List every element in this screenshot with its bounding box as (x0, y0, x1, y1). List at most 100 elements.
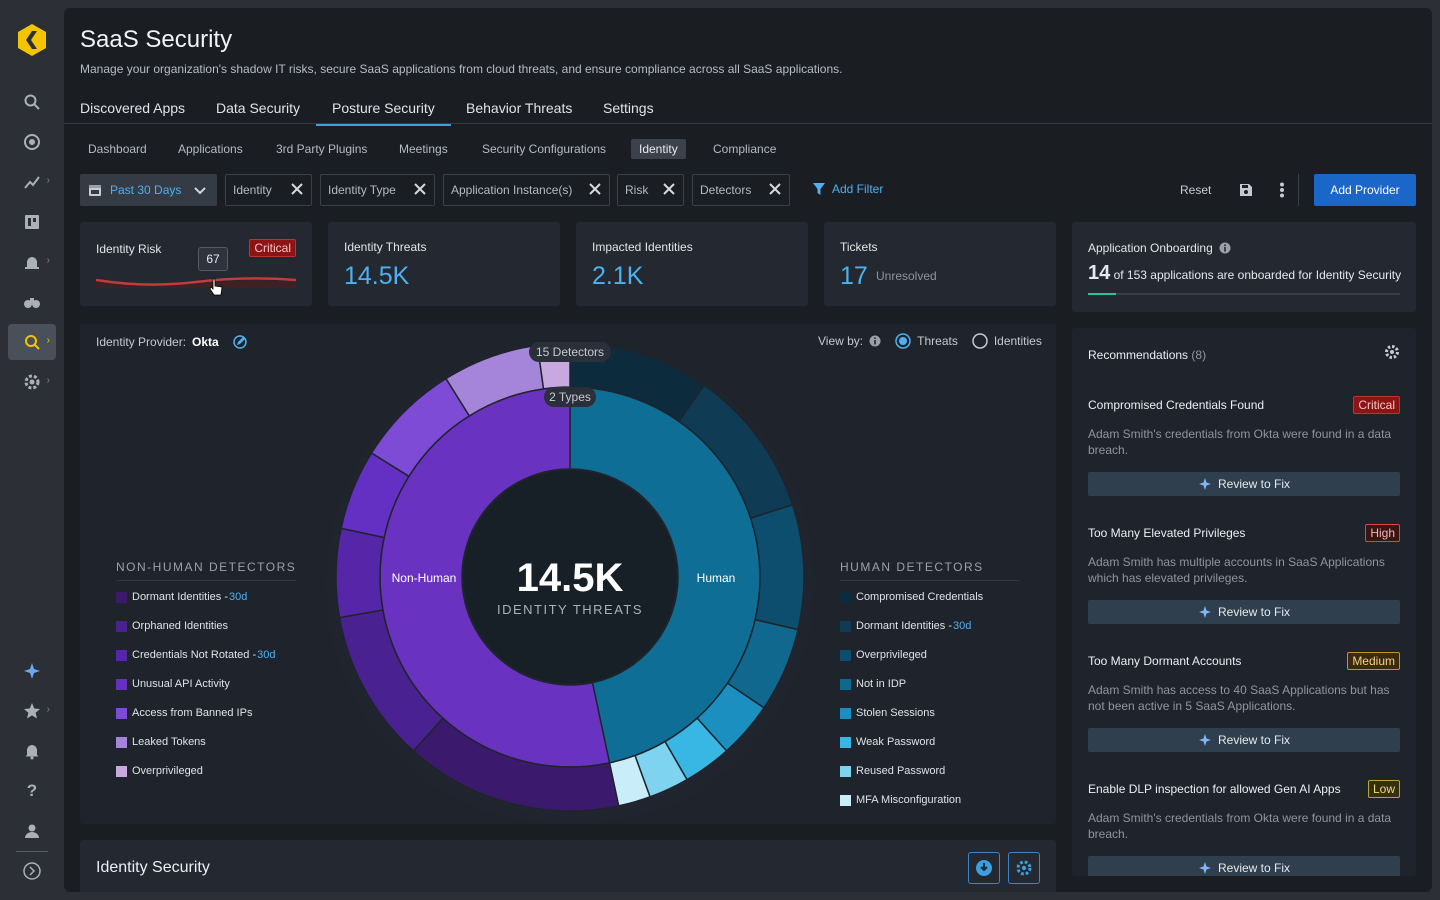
analytics-icon[interactable]: › (8, 164, 56, 200)
settings-button[interactable] (1008, 852, 1040, 884)
search-icon[interactable] (8, 84, 56, 120)
close-icon[interactable] (588, 182, 602, 196)
filter-chip-risk[interactable]: Risk (617, 174, 684, 206)
more-vertical-icon[interactable] (1279, 182, 1285, 198)
nonhuman-legend-item[interactable]: Leaked Tokens (116, 735, 206, 749)
tab-data-security[interactable]: Data Security (216, 100, 301, 116)
bell-icon[interactable] (8, 733, 56, 769)
subtab-dashboard[interactable]: Dashboard (88, 142, 147, 156)
legend-swatch (116, 707, 127, 719)
date-filter[interactable]: Past 30 Days (80, 174, 217, 206)
nonhuman-legend-item[interactable]: Unusual API Activity (116, 677, 230, 691)
onboarding-progress (1088, 293, 1400, 295)
review-to-fix-button[interactable]: Review to Fix (1088, 728, 1400, 752)
filter-chip-label: Detectors (700, 183, 752, 197)
subtab-identity[interactable]: Identity (631, 139, 686, 159)
tickets-card[interactable]: Tickets 17 Unresolved (824, 222, 1056, 306)
gear-icon[interactable]: › (8, 364, 56, 400)
donut-slice-nonhuman-detector[interactable] (335, 527, 386, 619)
radio-checked-icon (895, 333, 911, 349)
review-to-fix-button[interactable]: Review to Fix (1088, 600, 1400, 624)
outer-ring-label: 15 Detectors (536, 345, 604, 359)
info-icon[interactable] (869, 335, 881, 347)
download-button[interactable] (968, 852, 1000, 884)
subtab-applications[interactable]: Applications (178, 142, 243, 156)
filter-chip-application-instances[interactable]: Application Instance(s) (443, 174, 610, 206)
nonhuman-legend-item[interactable]: Credentials Not Rotated - 30d (116, 648, 275, 662)
filter-chip-identity[interactable]: Identity (225, 174, 312, 206)
nav-rail: › › › › › ? (0, 0, 64, 900)
tab-behavior-threats[interactable]: Behavior Threats (466, 100, 573, 116)
legend-label: Overprivileged (132, 765, 203, 777)
impacted-identities-card[interactable]: Impacted Identities 2.1K (576, 222, 808, 306)
subtab-meetings[interactable]: Meetings (399, 142, 448, 156)
donut-center-label: IDENTITY THREATS (497, 602, 643, 617)
subtab-security-configurations[interactable]: Security Configurations (482, 142, 607, 156)
filter-chip-detectors[interactable]: Detectors (692, 174, 790, 206)
human-legend-item[interactable]: Compromised Credentials (840, 590, 983, 604)
tab-settings[interactable]: Settings (603, 100, 654, 116)
sparkle-icon[interactable] (8, 653, 56, 689)
legend-divider (116, 580, 296, 581)
close-icon[interactable] (290, 182, 304, 196)
recommendation-title: Compromised Credentials Found (1088, 398, 1265, 412)
severity-badge: Low (1367, 780, 1400, 798)
nonhuman-legend-item[interactable]: Access from Banned IPs (116, 706, 252, 720)
human-legend-item[interactable]: Dormant Identities - 30d (840, 619, 971, 633)
subtab-compliance[interactable]: Compliance (713, 142, 777, 156)
binoculars-icon[interactable] (8, 284, 56, 320)
legend-swatch (840, 678, 851, 690)
legend-label: Reused Password (856, 765, 946, 777)
saas-security-icon[interactable]: › (8, 324, 56, 360)
risk-meter[interactable] (96, 272, 296, 292)
user-icon[interactable] (8, 813, 56, 849)
help-icon[interactable]: ? (26, 781, 38, 800)
gear-icon[interactable] (1384, 344, 1400, 360)
alert-icon[interactable]: › (8, 244, 56, 280)
identity-donut-chart[interactable]: 14.5K IDENTITY THREATS Non-Human Human 15 De… (318, 332, 818, 822)
legend-label: MFA Misconfiguration (856, 794, 962, 806)
info-icon[interactable] (1219, 242, 1231, 254)
review-to-fix-button[interactable]: Review to Fix (1088, 856, 1400, 876)
legend-label: Leaked Tokens (132, 736, 206, 748)
application-onboarding-card: Application Onboarding 14 of 153 applica… (1072, 222, 1416, 312)
nonhuman-legend-item[interactable]: Dormant Identities - 30d (116, 590, 247, 604)
add-filter-button[interactable]: Add Filter (812, 182, 883, 196)
subtab-3rd-party-plugins[interactable]: 3rd Party Plugins (276, 142, 368, 156)
radio-identities[interactable]: Identities (972, 333, 1042, 349)
save-icon[interactable] (1239, 183, 1253, 197)
radio-threats[interactable]: Threats (895, 333, 958, 349)
tab-posture-security[interactable]: Posture Security (316, 100, 451, 126)
human-legend-item[interactable]: Weak Password (840, 735, 935, 749)
filter-chip-identity-type[interactable]: Identity Type (320, 174, 435, 206)
add-provider-button[interactable]: Add Provider (1314, 174, 1416, 206)
identity-threats-card[interactable]: Identity Threats 14.5K (328, 222, 560, 306)
review-to-fix-button[interactable]: Review to Fix (1088, 472, 1400, 496)
chevron-right-icon: › (46, 375, 50, 386)
legend-swatch (840, 794, 851, 806)
human-legend-item[interactable]: Reused Password (840, 764, 945, 778)
page-title: SaaS Security (80, 26, 233, 53)
radar-icon[interactable] (8, 124, 56, 160)
edit-icon[interactable] (232, 335, 247, 349)
tab-discovered-apps[interactable]: Discovered Apps (80, 100, 186, 116)
legend-label: Overprivileged (856, 649, 927, 661)
reset-button[interactable]: Reset (1180, 183, 1212, 197)
human-legend-item[interactable]: MFA Misconfiguration (840, 793, 961, 807)
tickets-suffix: Unresolved (876, 269, 937, 283)
recommendation-title: Too Many Elevated Privileges (1088, 526, 1246, 540)
close-icon[interactable] (768, 182, 782, 196)
review-to-fix-label: Review to Fix (1217, 733, 1291, 747)
expand-icon[interactable] (8, 853, 56, 889)
nonhuman-legend-item[interactable]: Overprivileged (116, 764, 203, 778)
logo-icon[interactable] (18, 24, 46, 56)
human-legend-item[interactable]: Stolen Sessions (840, 706, 935, 720)
human-legend-item[interactable]: Overprivileged (840, 648, 927, 662)
human-legend-item[interactable]: Not in IDP (840, 677, 906, 691)
close-icon[interactable] (662, 182, 676, 196)
close-icon[interactable] (413, 182, 427, 196)
nonhuman-legend-item[interactable]: Orphaned Identities (116, 619, 228, 633)
star-icon[interactable]: › (8, 693, 56, 729)
filter-icon (813, 183, 825, 195)
dashboard-icon[interactable] (8, 204, 56, 240)
